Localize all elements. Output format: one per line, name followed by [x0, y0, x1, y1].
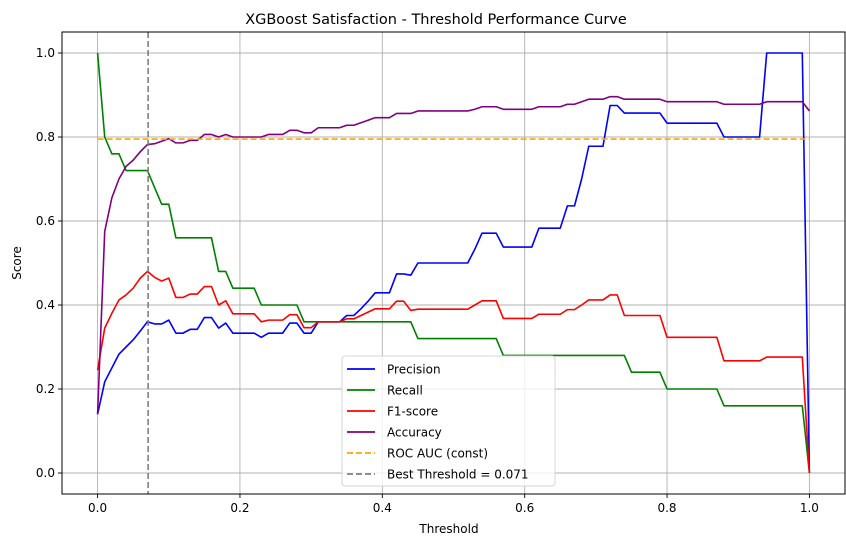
legend-box — [341, 355, 556, 487]
legend-label-f1-score: F1-score — [387, 405, 438, 419]
x-axis-label: Threshold — [418, 522, 478, 536]
grid — [62, 32, 845, 494]
y-tick-label: 0.0 — [36, 466, 55, 480]
series-line-f1-score — [96, 270, 811, 474]
legend-label-recall: Recall — [387, 384, 423, 398]
legend-label-accuracy: Accuracy — [387, 426, 442, 440]
series-line-accuracy — [96, 95, 811, 415]
x-tick-label: 0.8 — [657, 501, 676, 515]
x-tick-label: 0.6 — [515, 501, 534, 515]
y-tick-label: 1.0 — [36, 46, 55, 60]
legend-label-precision: Precision — [387, 363, 441, 377]
y-tick-label: 0.6 — [36, 214, 55, 228]
legend-label-best-threshold-0-071: Best Threshold = 0.071 — [387, 468, 529, 482]
axis-ticks: 0.0 0.2 0.4 0.6 0.8 1.0 0.0 0.2 0.4 0.6 0.8 1.0 — [36, 46, 819, 515]
legend-label-roc-auc-const: ROC AUC (const) — [387, 447, 488, 461]
x-tick-label: 1.0 — [800, 501, 819, 515]
series-lines — [96, 32, 811, 494]
chart-title: XGBoost Satisfaction - Threshold Perform… — [245, 12, 627, 28]
y-tick-label: 0.8 — [36, 130, 55, 144]
y-axis-label: Score — [10, 246, 24, 280]
plot-frame — [61, 31, 846, 495]
x-tick-label: 0.0 — [88, 501, 107, 515]
y-tick-label: 0.4 — [36, 298, 55, 312]
legend: Precision Recall F1-score Accuracy ROC AUC (… — [341, 355, 556, 487]
series-line-precision — [96, 52, 811, 474]
x-tick-label: 0.2 — [230, 501, 249, 515]
x-tick-label: 0.4 — [373, 501, 392, 515]
series-line-recall — [96, 52, 811, 474]
y-tick-label: 0.2 — [36, 382, 55, 396]
